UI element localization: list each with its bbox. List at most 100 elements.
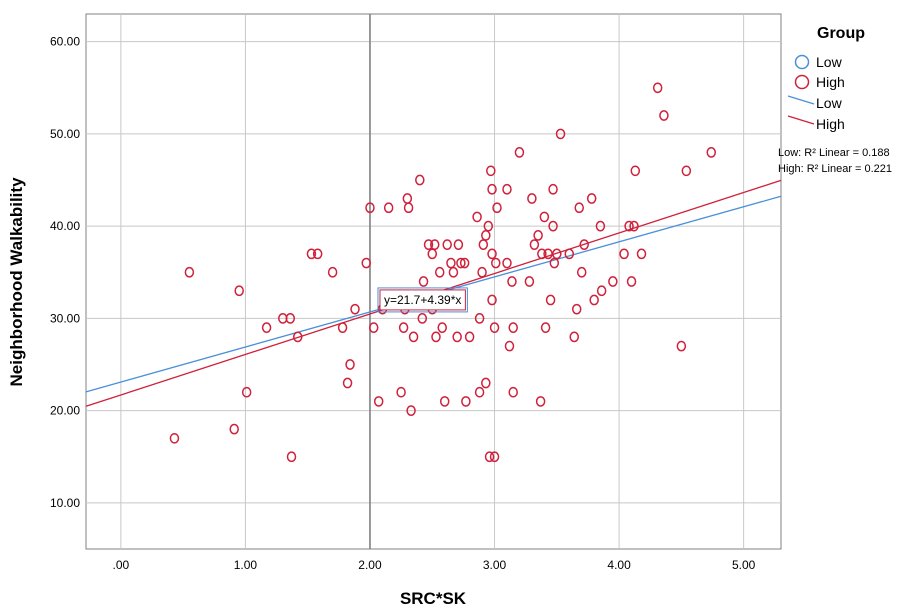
x-tick-label: 1.00 [234,558,258,572]
data-point [548,183,558,195]
legend-label-low-marker: Low [816,54,843,70]
data-point [576,266,587,278]
data-point [487,248,497,260]
legend-label-high-marker: High [816,74,845,90]
data-point [350,303,360,315]
data-point [624,220,634,232]
data-point [537,248,547,260]
data-point [448,266,459,278]
data-point [464,331,475,343]
data-point [368,322,379,333]
data-point [579,239,589,250]
r2-high-label: High: R² Linear = 0.221 [778,163,892,175]
data-point [489,451,500,463]
data-point [540,322,551,333]
data-point [508,322,518,333]
x-tick-label: .00 [113,558,130,572]
data-point [261,322,272,333]
data-point [478,239,489,250]
data-point [508,386,518,398]
data-point [461,396,471,407]
data-point [446,257,456,269]
data-point [652,82,663,94]
data-point [403,202,414,214]
legend-label-high-line: High [816,116,845,132]
equation-box-inner [377,287,468,313]
y-axis-title: Neighborhood Walkability [7,177,26,387]
data-point [474,313,485,324]
data-point [502,257,512,269]
data-point [571,303,582,315]
data-point [507,276,517,287]
x-tick-label: 4.00 [607,558,631,572]
data-point [472,211,482,223]
data-point [492,202,502,214]
y-tick-label: 10.00 [50,496,80,510]
data-point [398,322,409,333]
legend-marker-low [794,54,810,70]
data-point [596,285,607,297]
data-point [327,266,338,278]
data-point [555,128,566,140]
data-point [487,294,497,306]
data-point [429,239,440,250]
data-point [549,257,560,269]
data-point [452,331,462,343]
data-point [486,165,496,177]
data-point [552,248,562,260]
data-point [437,322,447,333]
data-point [383,202,394,214]
legend-label-low-line: Low [816,95,843,111]
data-point [373,396,384,407]
data-point [569,331,579,343]
data-point [477,266,487,278]
data-point [619,248,629,260]
y-tick-label: 50.00 [50,127,80,141]
legend-line-high [787,115,815,125]
data-point [406,405,416,416]
data-point [234,285,244,297]
data-point [229,423,239,435]
data-point [439,396,450,407]
data-point [408,331,419,343]
y-tick-label: 20.00 [50,404,80,418]
data-point [442,239,452,250]
data-point [529,239,540,250]
plot-area [85,13,782,550]
data-point [659,110,669,121]
data-point [539,211,550,223]
data-point [586,193,597,204]
legend-line-low [787,95,815,105]
data-point [548,220,558,232]
data-point [169,432,180,444]
data-point [484,451,495,463]
data-point [361,257,371,269]
data-point [487,183,497,195]
data-point [595,220,606,232]
data-point [589,294,599,306]
data-point [481,377,491,389]
data-point [459,257,470,269]
data-point [504,340,515,352]
data-point [514,147,525,158]
data-point [456,257,466,269]
x-tick-label: 2.00 [358,558,382,572]
data-point [431,331,441,343]
x-axis-title: SRC*SK [400,589,467,608]
equation-text: y=21.7+4.39*x [384,293,461,307]
data-point [706,147,717,158]
y-tick-label: 30.00 [50,311,80,325]
r2-low-label: Low: R² Linear = 0.188 [778,147,890,159]
data-point [608,276,618,287]
data-point [630,165,641,177]
legend: Group Low High Low High Low: R² Linear =… [778,25,892,175]
data-point [489,322,500,333]
data-point [676,340,687,352]
y-tick-label: 40.00 [50,219,80,233]
data-point [481,230,491,241]
data-point [427,248,438,260]
data-points [169,82,717,463]
data-point [564,248,575,260]
data-point [533,230,543,241]
